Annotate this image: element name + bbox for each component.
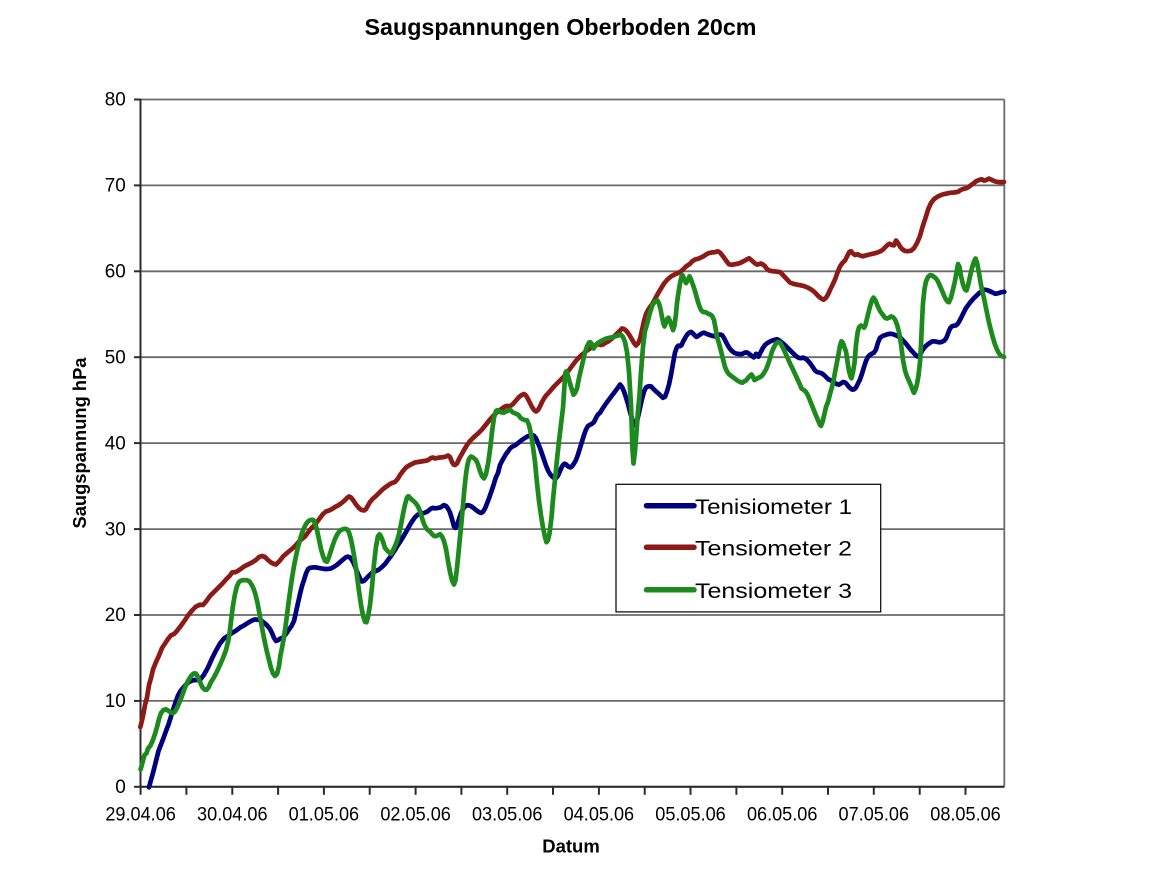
svg-text:Saugspannungen Oberboden 20cm: Saugspannungen Oberboden 20cm <box>365 14 757 40</box>
svg-text:0: 0 <box>115 777 126 798</box>
svg-text:Tenisiometer 1: Tenisiometer 1 <box>695 496 852 519</box>
svg-text:Tensiometer 3: Tensiometer 3 <box>695 580 852 603</box>
svg-text:29.04.06: 29.04.06 <box>105 805 176 826</box>
svg-text:06.05.06: 06.05.06 <box>747 805 818 826</box>
svg-text:30.04.06: 30.04.06 <box>197 805 268 826</box>
svg-text:70: 70 <box>105 176 126 197</box>
svg-text:08.05.06: 08.05.06 <box>930 805 1001 826</box>
svg-text:40: 40 <box>105 433 126 454</box>
svg-text:03.05.06: 03.05.06 <box>472 805 543 826</box>
svg-text:05.05.06: 05.05.06 <box>655 805 726 826</box>
svg-text:02.05.06: 02.05.06 <box>380 805 451 826</box>
svg-text:Datum: Datum <box>542 836 600 857</box>
svg-text:Tensiometer 2: Tensiometer 2 <box>695 538 852 561</box>
svg-text:Saugspannung hPa: Saugspannung hPa <box>69 357 90 529</box>
svg-text:10: 10 <box>105 691 126 712</box>
svg-text:80: 80 <box>105 90 126 111</box>
svg-text:30: 30 <box>105 519 126 540</box>
svg-text:50: 50 <box>105 347 126 368</box>
svg-text:60: 60 <box>105 262 126 283</box>
svg-text:01.05.06: 01.05.06 <box>289 805 360 826</box>
svg-text:04.05.06: 04.05.06 <box>564 805 635 826</box>
svg-text:20: 20 <box>105 605 126 626</box>
svg-text:07.05.06: 07.05.06 <box>839 805 910 826</box>
